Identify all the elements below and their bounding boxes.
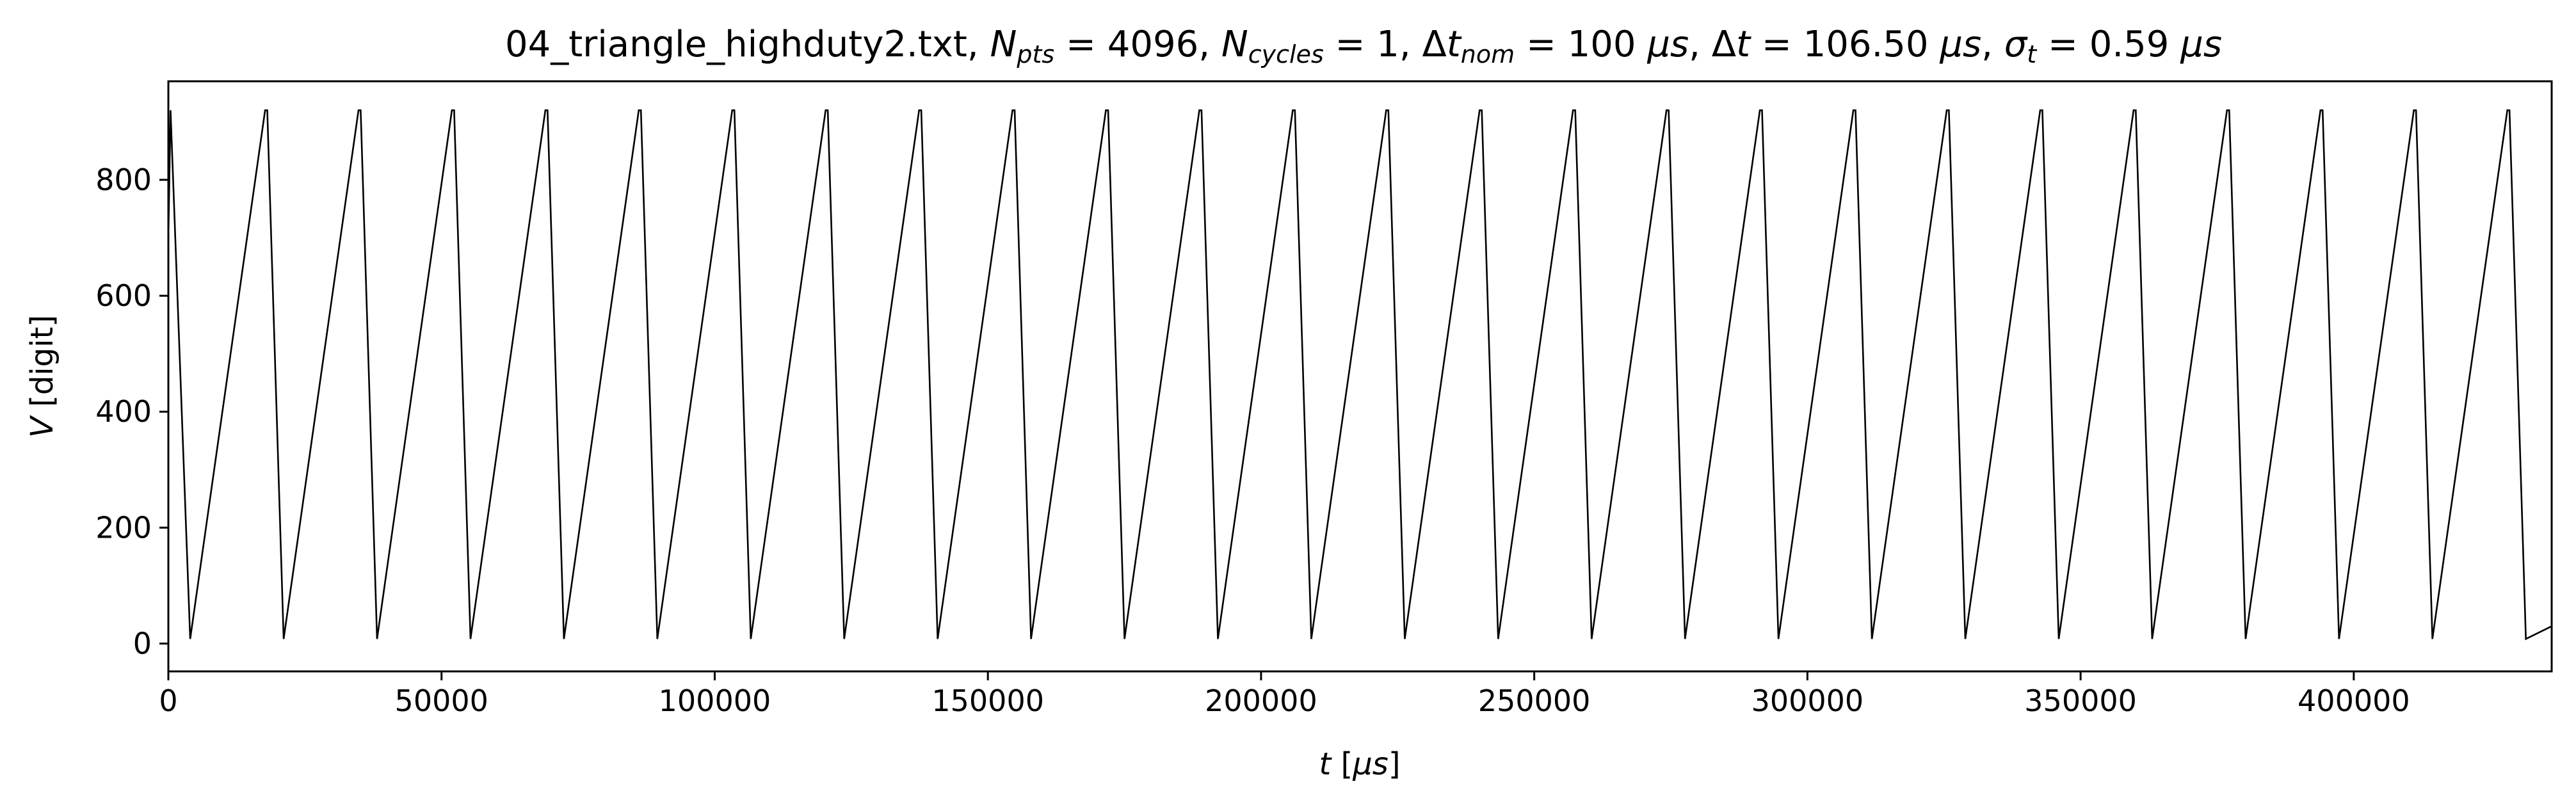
y-tick-label: 0 xyxy=(133,627,152,661)
x-tick-label: 400000 xyxy=(2298,684,2410,718)
x-axis-label: t [μs] xyxy=(1319,746,1400,782)
x-axis-ticks: 0 50000 100000 150000 200000 250000 300000 3500… xyxy=(159,671,2410,718)
x-tick-label: 200000 xyxy=(1205,684,1317,718)
y-axis-ticks: 0 200 400 600 800 xyxy=(95,163,168,661)
y-tick-label: 800 xyxy=(95,163,152,197)
x-tick-label: 250000 xyxy=(1478,684,1591,718)
y-tick-label: 600 xyxy=(95,278,152,313)
y-tick-label: 200 xyxy=(95,510,152,545)
x-tick-label: 100000 xyxy=(659,684,771,718)
y-tick-label: 400 xyxy=(95,394,152,429)
x-tick-label: 150000 xyxy=(931,684,1044,718)
x-tick-label: 300000 xyxy=(1751,684,1864,718)
x-tick-label: 50000 xyxy=(395,684,488,718)
chart-title: 04_triangle_highduty2.txt, Npts = 4096, … xyxy=(505,24,2222,68)
plot-frame xyxy=(167,80,2553,673)
x-tick-label: 0 xyxy=(159,684,177,718)
x-tick-label: 350000 xyxy=(2024,684,2137,718)
series-line xyxy=(167,109,2552,641)
y-axis-label: V [digit] xyxy=(24,315,60,438)
